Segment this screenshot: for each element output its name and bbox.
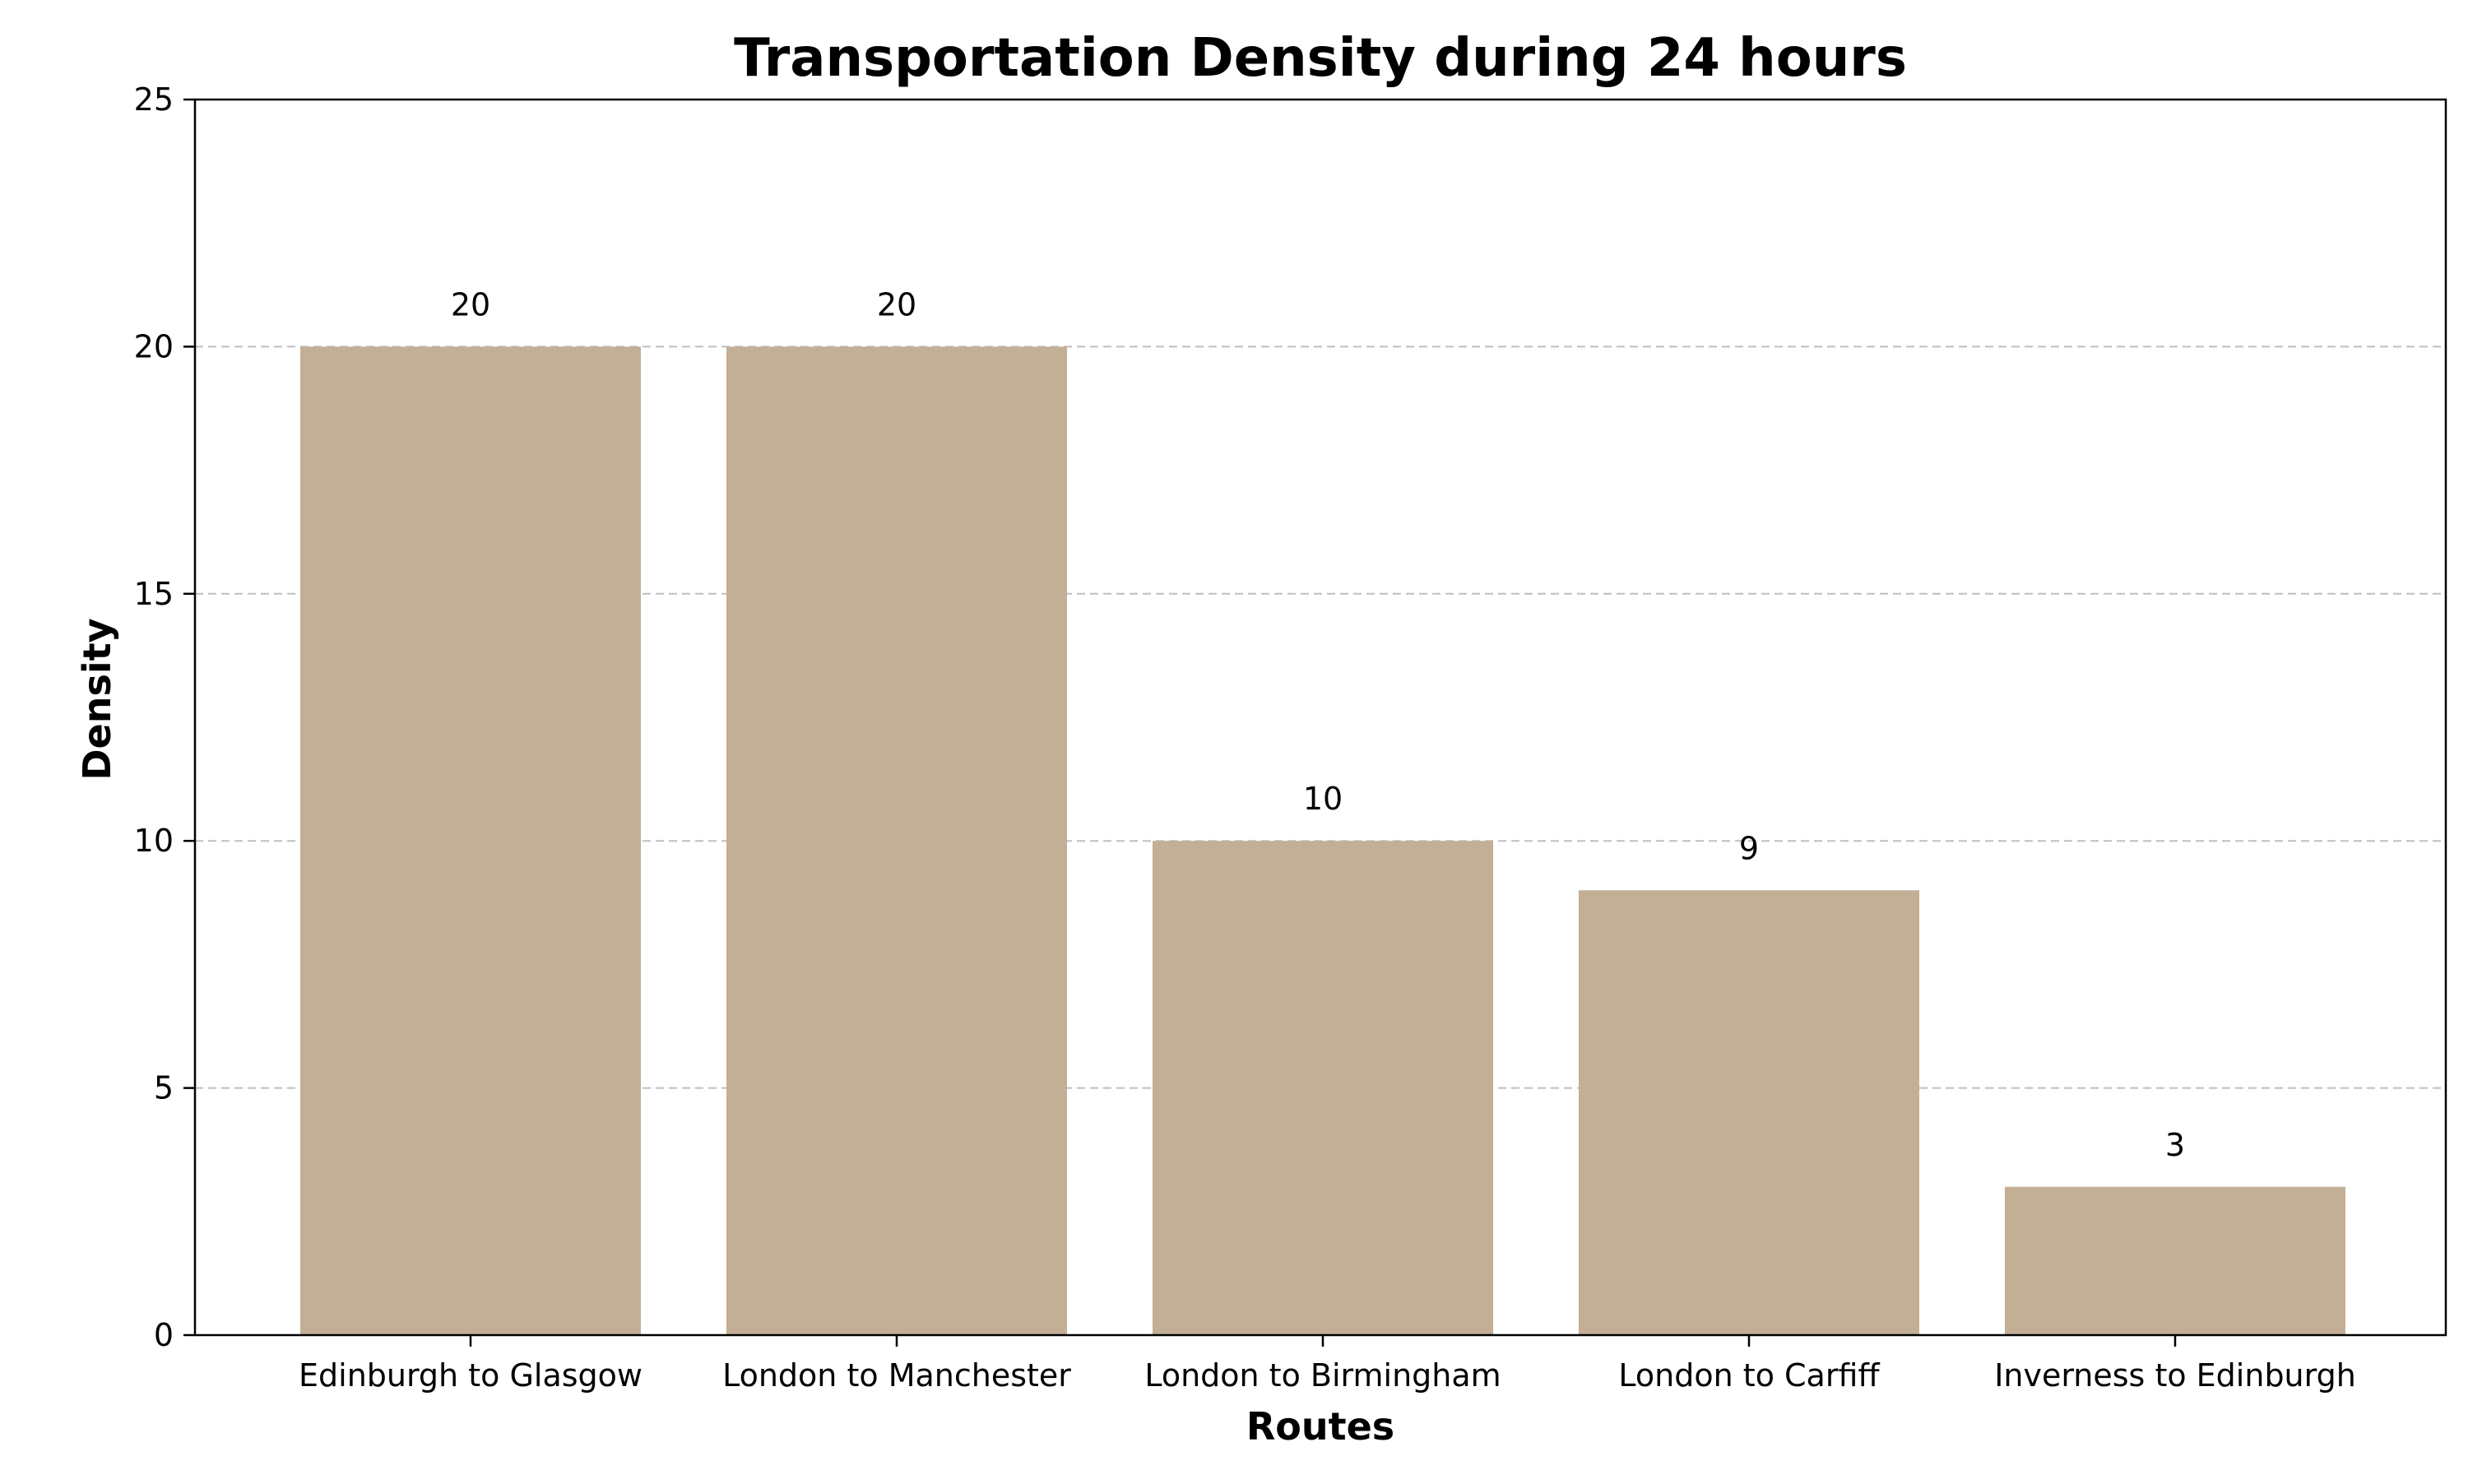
bar-3 [1579,890,1919,1335]
data-labels: 20 20 10 9 3 [451,286,2185,1162]
y-tick-label: 10 [134,823,174,859]
x-tick-label: Edinburgh to Glasgow [299,1357,643,1394]
data-label: 3 [2165,1127,2185,1163]
y-tick-label: 25 [134,81,174,118]
y-tick-label: 20 [134,328,174,364]
y-tick-label: 5 [154,1070,174,1106]
chart-title: Transportation Density during 24 hours [734,28,1907,89]
bar-4 [2005,1186,2345,1335]
data-label: 20 [451,286,490,322]
y-tick-label: 15 [134,576,174,612]
y-tick-label: 0 [154,1317,174,1353]
bars [300,346,2345,1335]
data-label: 10 [1303,781,1343,817]
plot-frame [193,98,2447,1337]
y-axis-ticks: 0 5 10 15 20 25 [134,81,195,1353]
x-axis-title: Routes [1246,1404,1394,1449]
x-tick-label: London to Birmingham [1144,1357,1501,1394]
y-axis-title: Density [75,618,119,780]
x-tick-label: London to Manchester [722,1357,1071,1394]
data-label: 20 [877,286,916,322]
bar-2 [1153,841,1493,1335]
x-tick-label: Inverness to Edinburgh [1994,1357,2356,1394]
bar-0 [300,346,641,1335]
bar-1 [726,346,1067,1335]
x-tick-label: London to Carfiff [1618,1357,1880,1394]
x-axis-ticks: Edinburgh to Glasgow London to Manchester… [299,1335,2356,1394]
data-label: 9 [1739,830,1759,866]
